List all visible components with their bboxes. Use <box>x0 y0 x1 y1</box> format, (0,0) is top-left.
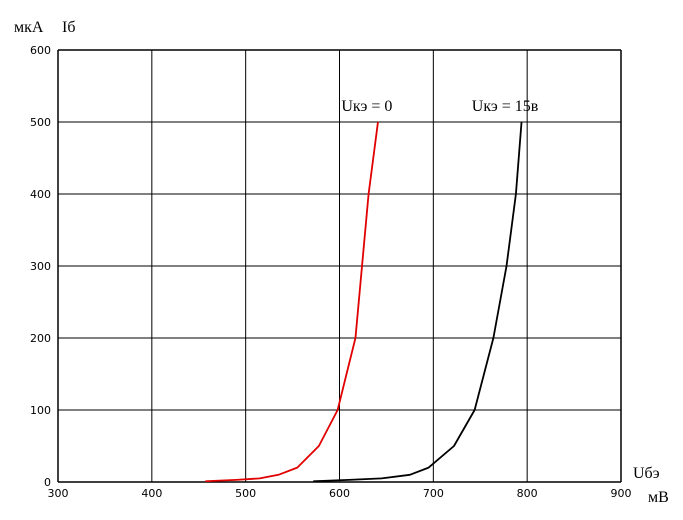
series-line-1 <box>205 121 379 483</box>
y-tick-label: 100 <box>30 404 51 417</box>
y-tick-label: 300 <box>30 260 51 273</box>
x-tick-label: 900 <box>611 487 632 500</box>
y-tick-label: 0 <box>44 476 51 489</box>
y-tick-label: 200 <box>30 332 51 345</box>
grid <box>57 49 622 483</box>
y-tick-label: 600 <box>30 44 51 57</box>
series-group <box>205 121 523 483</box>
y-tick-labels: 0 100 200 300 400 500 600 <box>30 44 51 489</box>
x-axis-unit: мВ <box>648 489 669 506</box>
x-tick-label: 700 <box>423 487 444 500</box>
y-axis-title: Iб <box>62 19 75 36</box>
series-label-2: Uкэ = 15в <box>472 98 539 115</box>
x-tick-label: 600 <box>329 487 350 500</box>
x-tick-label: 500 <box>235 487 256 500</box>
x-tick-label: 400 <box>141 487 162 500</box>
series-labels: Uкэ = 0 Uкэ = 15в <box>341 98 538 115</box>
series-line-2 <box>313 121 523 483</box>
y-tick-label: 400 <box>30 188 51 201</box>
x-axis-title: Uбэ <box>633 465 660 482</box>
y-tick-label: 500 <box>30 116 51 129</box>
x-tick-label: 800 <box>517 487 538 500</box>
y-axis-unit: мкА <box>14 19 44 36</box>
series-label-1: Uкэ = 0 <box>341 98 392 115</box>
x-tick-labels: 300 400 500 600 700 800 900 <box>48 487 632 500</box>
x-tick-label: 300 <box>48 487 69 500</box>
